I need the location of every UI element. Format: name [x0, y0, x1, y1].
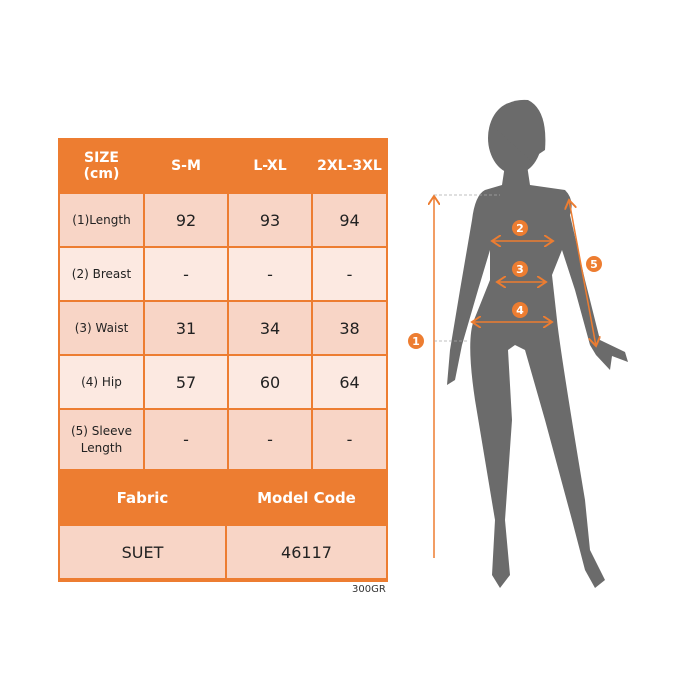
- cell-value: 34: [229, 302, 311, 354]
- row-label: (4) Hip: [60, 356, 143, 408]
- cell-value: 94: [313, 194, 386, 246]
- cell-value: -: [145, 248, 227, 300]
- table-row-sleeve-length: (5) Sleeve Length - - -: [60, 410, 386, 469]
- measurement-lines: [434, 195, 596, 558]
- row-label: (5) Sleeve Length: [60, 410, 143, 469]
- row-label-line2: Length: [80, 440, 123, 455]
- fabric-value: SUET: [60, 526, 225, 578]
- cell-value: 92: [145, 194, 227, 246]
- marker-4-icon: [512, 302, 528, 318]
- marker-1-icon: [408, 333, 424, 349]
- cell-value: 38: [313, 302, 386, 354]
- marker-4-label: 4: [516, 304, 524, 317]
- marker-3-icon: [512, 261, 528, 277]
- table-row-waist: (3) Waist 31 34 38: [60, 302, 386, 354]
- fabric-header-row: Fabric Model Code: [60, 471, 386, 524]
- cell-value: -: [229, 410, 311, 469]
- sleeve-arrow: [569, 200, 596, 346]
- size-label: SIZE: [83, 150, 119, 166]
- measurement-markers: 1 2 3 4 5: [408, 220, 602, 349]
- cell-value: 93: [229, 194, 311, 246]
- row-label: (2) Breast: [60, 248, 143, 300]
- cell-value: 64: [313, 356, 386, 408]
- marker-2-icon: [512, 220, 528, 236]
- fabric-data-row: SUET 46117: [60, 526, 386, 578]
- cell-value: 57: [145, 356, 227, 408]
- cell-value: -: [229, 248, 311, 300]
- size-l-xl-header: L-XL: [229, 140, 311, 192]
- size-2xl-3xl-header: 2XL-3XL: [313, 140, 386, 192]
- unit-label: (cm): [83, 166, 120, 182]
- fabric-header: Fabric: [60, 471, 225, 524]
- row-label: (3) Waist: [60, 302, 143, 354]
- size-s-m-header: S-M: [145, 140, 227, 192]
- woman-silhouette: [447, 99, 628, 588]
- table-row-breast: (2) Breast - - -: [60, 248, 386, 300]
- marker-5-label: 5: [590, 258, 598, 271]
- model-code-value: 46117: [227, 526, 386, 578]
- weight-note: 300GR: [352, 584, 386, 595]
- marker-3-label: 3: [516, 263, 524, 276]
- cell-value: -: [313, 248, 386, 300]
- model-code-header: Model Code: [227, 471, 386, 524]
- row-label: (1)Length: [60, 194, 143, 246]
- size-header-cell: SIZE (cm): [60, 140, 143, 192]
- table-row-length: (1)Length 92 93 94: [60, 194, 386, 246]
- table-row-hip: (4) Hip 57 60 64: [60, 356, 386, 408]
- marker-2-label: 2: [516, 222, 524, 235]
- marker-1-label: 1: [412, 335, 420, 348]
- cell-value: -: [313, 410, 386, 469]
- size-table-header: SIZE (cm) S-M L-XL 2XL-3XL: [60, 140, 386, 192]
- cell-value: -: [145, 410, 227, 469]
- row-label-line1: (5) Sleeve: [70, 423, 132, 438]
- cell-value: 60: [229, 356, 311, 408]
- size-table: SIZE (cm) S-M L-XL 2XL-3XL (1)Length 92 9…: [58, 138, 388, 582]
- marker-5-icon: [586, 256, 602, 272]
- cell-value: 31: [145, 302, 227, 354]
